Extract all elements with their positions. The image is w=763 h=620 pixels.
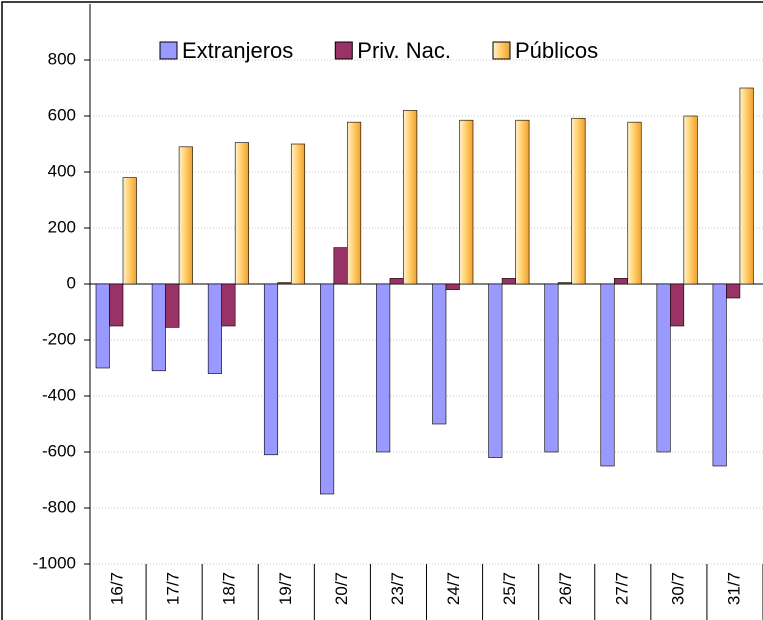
y-tick-label: 0 [67, 273, 76, 292]
bar [178, 146, 193, 285]
x-tick-label: 27/7 [612, 572, 631, 605]
bar [726, 283, 741, 299]
bar [95, 283, 110, 369]
bar [290, 143, 306, 285]
y-tick-label: -1000 [33, 553, 76, 572]
bar [712, 283, 727, 467]
y-tick-label: -200 [42, 329, 76, 348]
y-tick-label: 200 [48, 217, 76, 236]
x-tick-label: 23/7 [388, 572, 407, 605]
y-tick-label: 400 [48, 161, 76, 180]
legend-swatch [159, 41, 178, 60]
bar [333, 247, 348, 285]
bar [683, 115, 698, 285]
x-tick-label: 20/7 [332, 572, 351, 605]
bar [670, 283, 685, 327]
bar [277, 282, 292, 285]
bar [347, 121, 362, 285]
bar [544, 283, 559, 453]
bar [207, 283, 222, 374]
bar [627, 121, 642, 285]
bar [557, 282, 572, 285]
x-tick-label: 18/7 [220, 572, 239, 605]
bar [389, 278, 404, 285]
legend-label: Públicos [515, 38, 598, 63]
bar [376, 283, 391, 453]
bar [459, 119, 474, 285]
bar [165, 283, 180, 328]
bar [109, 283, 124, 327]
x-tick-label: 16/7 [108, 572, 127, 605]
bar [320, 283, 335, 495]
bar [432, 283, 447, 425]
legend-label: Extranjeros [182, 38, 293, 63]
x-tick-label: 31/7 [724, 572, 743, 605]
bar [656, 283, 671, 453]
x-tick-label: 25/7 [500, 572, 519, 605]
y-tick-label: -400 [42, 385, 76, 404]
bar [403, 110, 418, 285]
legend-swatch [334, 41, 353, 60]
bar [234, 142, 249, 285]
y-tick-label: -600 [42, 441, 76, 460]
x-tick-label: 30/7 [668, 572, 687, 605]
x-tick-label: 26/7 [556, 572, 575, 605]
y-tick-label: 800 [48, 49, 76, 68]
x-tick-label: 24/7 [444, 572, 463, 605]
bar [613, 278, 629, 285]
bar [263, 283, 279, 456]
bar [600, 283, 615, 467]
bar [739, 87, 754, 285]
y-tick-label: 600 [48, 105, 76, 124]
bar [571, 117, 586, 285]
x-tick-label: 17/7 [164, 572, 183, 605]
y-tick-label: -800 [42, 497, 76, 516]
legend-swatch [492, 41, 511, 60]
bar [515, 119, 530, 285]
bar [221, 283, 236, 327]
bar [445, 283, 460, 290]
legend-label: Priv. Nac. [357, 38, 451, 63]
bar [501, 278, 516, 285]
bar [151, 283, 166, 372]
bar [488, 283, 503, 458]
x-tick-label: 19/7 [276, 572, 295, 605]
bar [122, 177, 137, 285]
